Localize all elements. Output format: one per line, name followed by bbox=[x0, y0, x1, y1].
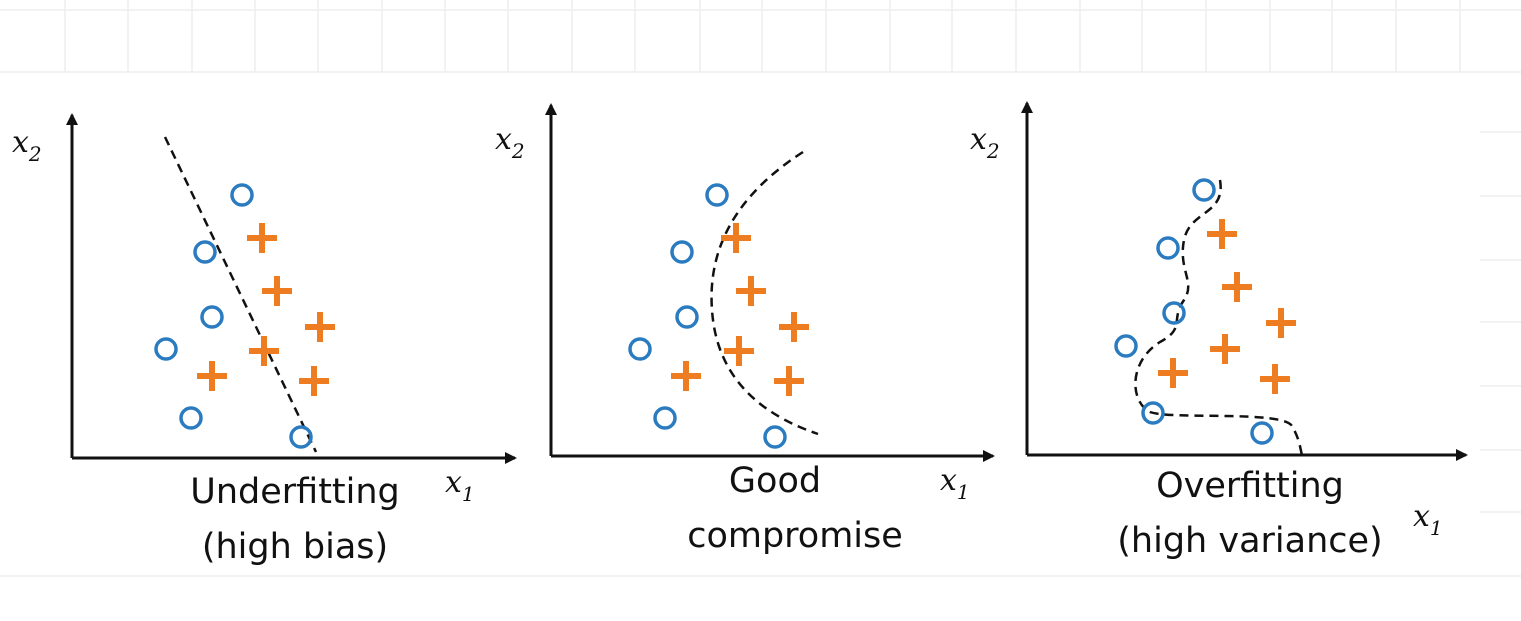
class-b-point bbox=[724, 336, 754, 366]
class-a-point bbox=[1250, 421, 1274, 445]
class-a-point bbox=[200, 305, 224, 329]
class-a-point bbox=[653, 406, 677, 430]
class-a-point bbox=[1156, 236, 1180, 260]
decision-boundary bbox=[1134, 179, 1304, 456]
class-b-point bbox=[262, 276, 292, 306]
axis-symbol: x bbox=[495, 122, 512, 157]
class-b-point bbox=[1260, 364, 1290, 394]
axis-subscript: 1 bbox=[462, 482, 475, 506]
panel-caption: Underfitting bbox=[190, 472, 400, 512]
axis-symbol: x bbox=[1413, 499, 1430, 534]
decision-boundary bbox=[710, 150, 819, 436]
class-b-point bbox=[305, 312, 335, 342]
class-a-point bbox=[628, 337, 652, 361]
y-axis-label: x2 bbox=[12, 125, 42, 166]
class-a-point bbox=[670, 240, 694, 264]
axis-subscript: 2 bbox=[511, 139, 525, 163]
axis-symbol: x bbox=[445, 465, 462, 500]
axis-subscript: 2 bbox=[28, 142, 42, 166]
class-a-point bbox=[1162, 301, 1186, 325]
x-axis-label: x1 bbox=[1413, 499, 1443, 540]
class-a-point bbox=[179, 406, 203, 430]
class-b-point bbox=[671, 361, 701, 391]
class-a-point bbox=[230, 183, 254, 207]
panel-caption: (high variance) bbox=[1117, 521, 1382, 561]
y-axis-label: x2 bbox=[970, 122, 1000, 163]
panel-caption: Good bbox=[729, 461, 821, 501]
class-a-point bbox=[1141, 401, 1165, 425]
class-b-point bbox=[774, 366, 804, 396]
class-b-point bbox=[1207, 219, 1237, 249]
class-b-point bbox=[249, 336, 279, 366]
class-b-point bbox=[1266, 308, 1296, 338]
axis-symbol: x bbox=[970, 122, 987, 157]
y-axis-label: x2 bbox=[495, 122, 525, 163]
class-a-point bbox=[289, 425, 313, 449]
x-axis-label: x1 bbox=[445, 465, 475, 506]
class-a-point bbox=[193, 240, 217, 264]
axis-subscript: 2 bbox=[986, 139, 1000, 163]
axis-symbol: x bbox=[12, 125, 29, 160]
class-b-point bbox=[1222, 272, 1252, 302]
class-a-point bbox=[763, 425, 787, 449]
class-a-point bbox=[705, 183, 729, 207]
axis-symbol: x bbox=[940, 463, 957, 498]
class-b-point bbox=[299, 366, 329, 396]
class-b-point bbox=[736, 276, 766, 306]
background-grid bbox=[0, 0, 1521, 577]
axis-subscript: 1 bbox=[1430, 516, 1443, 540]
class-b-point bbox=[721, 223, 751, 253]
class-b-point bbox=[197, 361, 227, 391]
class-a-point bbox=[1192, 178, 1216, 202]
panel-caption: (high bias) bbox=[202, 527, 388, 567]
class-b-point bbox=[779, 312, 809, 342]
class-b-point bbox=[1158, 358, 1188, 388]
class-a-point bbox=[154, 337, 178, 361]
class-a-point bbox=[1114, 334, 1138, 358]
panel-caption: compromise bbox=[687, 516, 903, 556]
class-b-point bbox=[1210, 334, 1240, 364]
panel-caption: Overfitting bbox=[1156, 466, 1344, 506]
x-axis-label: x1 bbox=[940, 463, 970, 504]
decision-boundary bbox=[163, 136, 318, 453]
class-b-point bbox=[247, 223, 277, 253]
class-a-point bbox=[675, 305, 699, 329]
axis-subscript: 1 bbox=[957, 480, 970, 504]
